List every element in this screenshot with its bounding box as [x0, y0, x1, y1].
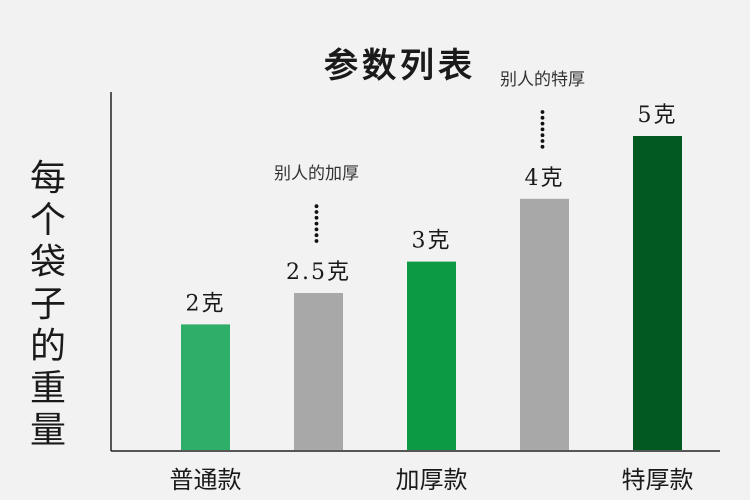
annotation-dot: [314, 239, 319, 243]
bar-2: [294, 293, 343, 450]
bar-5: [633, 136, 682, 450]
bar-4: [520, 198, 569, 450]
annotation-dot: [314, 210, 319, 214]
annotation-dot: [314, 233, 319, 238]
annotation-dot: [540, 133, 545, 138]
x-tick-label-3: 加厚款: [396, 466, 468, 494]
annotation-label-2: 别人的特厚: [500, 70, 585, 90]
annotation-dot: [314, 221, 319, 226]
bar-value-label-4: 4克: [525, 166, 565, 191]
x-tick-label-5: 特厚款: [622, 466, 694, 494]
bar-value-label-5: 5克: [638, 103, 678, 128]
annotation-dot: [540, 144, 545, 149]
annotation-dot: [540, 110, 545, 114]
annotation-label-1: 别人的加厚: [274, 164, 359, 184]
annotation-dot: [314, 204, 319, 209]
y-axis-label: 每个袋子的重量: [29, 158, 66, 451]
bar-1: [181, 324, 230, 450]
annotation-dot: [540, 139, 545, 143]
annotation-dot: [314, 215, 319, 220]
bar-value-label-3: 3克: [412, 229, 452, 254]
bar-value-label-2: 2.5克: [286, 260, 351, 285]
bar-value-label-1: 2克: [186, 291, 226, 316]
annotation-dot: [314, 227, 319, 232]
annotation-dot: [540, 115, 545, 120]
annotation-dot: [540, 127, 545, 132]
chart-title: 参数列表: [324, 46, 476, 86]
x-tick-label-1: 普通款: [170, 466, 242, 494]
bar-3: [407, 261, 456, 450]
annotation-dot: [540, 121, 545, 126]
